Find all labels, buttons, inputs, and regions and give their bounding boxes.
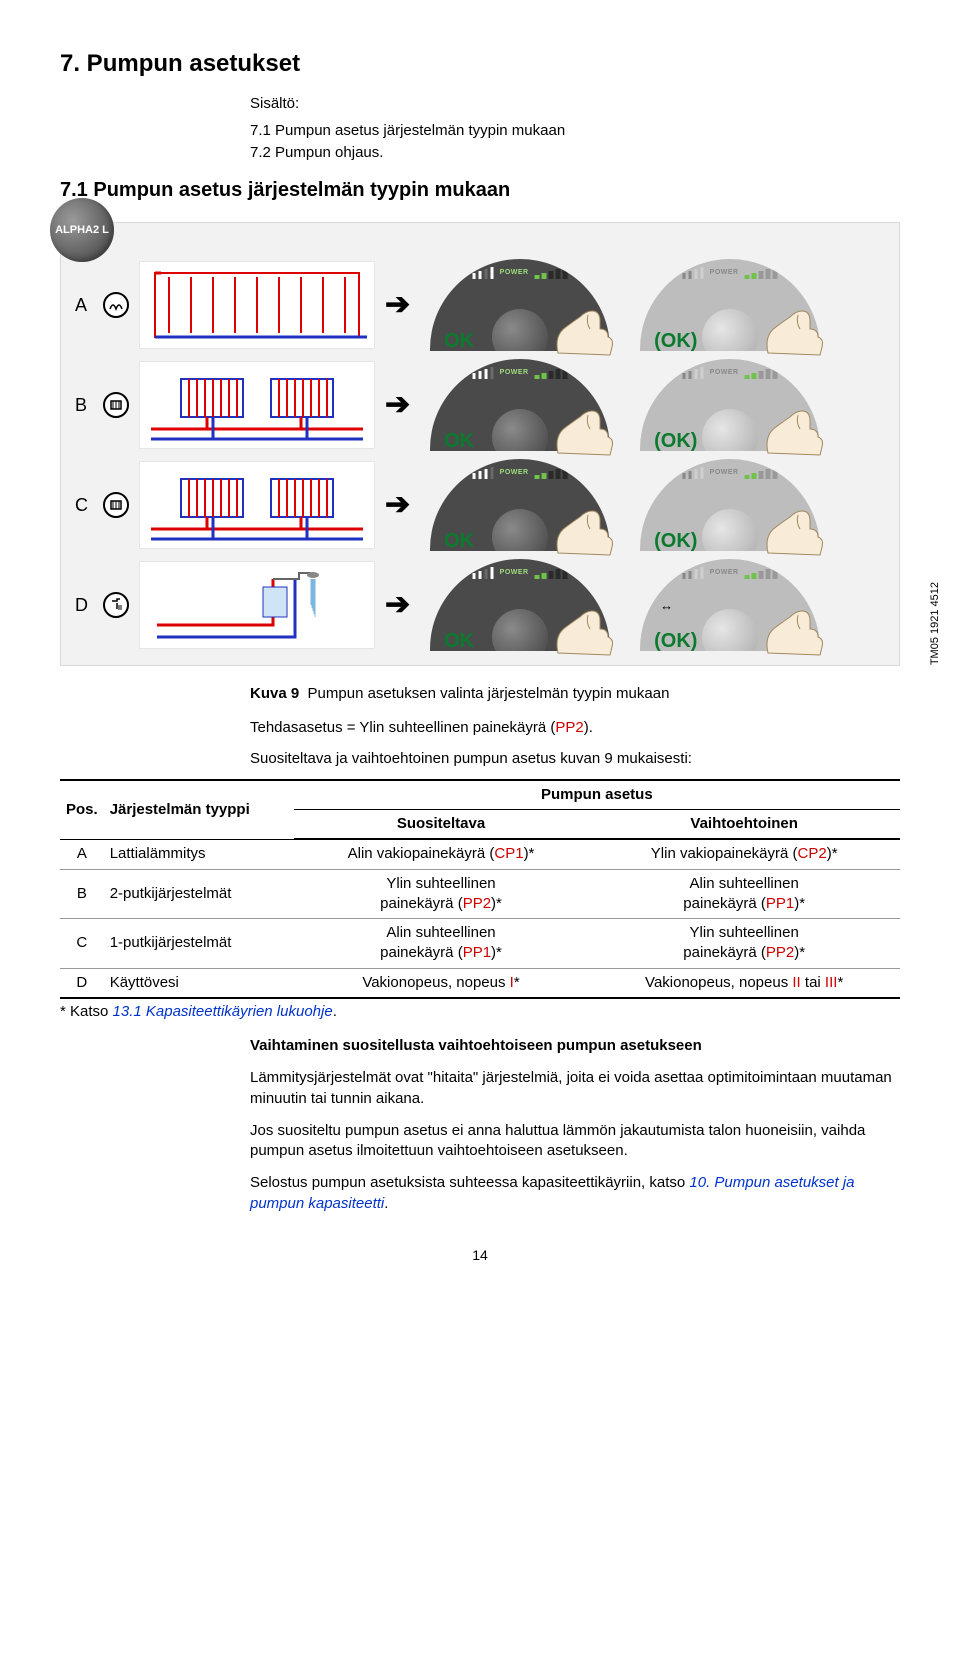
factory-setting-line: Tehdasasetus = Ylin suhteellinen painekä… bbox=[250, 718, 900, 738]
table-footnote: * Katso 13.1 Kapasiteettikäyrien lukuohj… bbox=[60, 1002, 900, 1022]
row-label: A bbox=[75, 293, 93, 317]
cell-sys: 1-putkijärjestelmät bbox=[104, 919, 294, 969]
contents-label: Sisältö: bbox=[250, 94, 900, 114]
system-schematic bbox=[139, 261, 375, 349]
ok-label: OK bbox=[444, 328, 474, 355]
recommended-line: Suositeltava ja vaihtoehtoinen pumpun as… bbox=[250, 749, 900, 769]
settings-diagram: TM05 1921 4512 A ➔ POWER OK bbox=[60, 222, 900, 666]
row-label: D bbox=[75, 593, 93, 617]
toc-item-2: 7.2 Pumpun ohjaus. bbox=[250, 143, 900, 163]
table-row: A Lattialämmitys Alin vakiopainekäyrä (C… bbox=[60, 839, 900, 869]
toc-item-1: 7.1 Pumpun asetus järjestelmän tyypin mu… bbox=[250, 121, 900, 141]
arrow-right-icon: ➔ bbox=[385, 585, 410, 626]
arrow-right-icon: ➔ bbox=[385, 485, 410, 526]
page-title: 7. Pumpun asetukset bbox=[60, 48, 900, 80]
diagram-row-b: B ➔ POWER OK bbox=[75, 359, 885, 451]
th-sys: Järjestelmän tyyppi bbox=[104, 780, 294, 840]
cell-rec: Alin vakiopainekäyrä (CP1)* bbox=[294, 839, 589, 869]
table-row: D Käyttövesi Vakionopeus, nopeus I* Vaki… bbox=[60, 968, 900, 998]
system-schematic bbox=[139, 561, 375, 649]
cell-pos: D bbox=[60, 968, 104, 998]
table-row: B 2-putkijärjestelmät Ylin suhteellinenp… bbox=[60, 869, 900, 919]
cell-alt: Ylin suhteellinenpainekäyrä (PP2)* bbox=[588, 919, 900, 969]
settings-table: Pos. Järjestelmän tyyppi Pumpun asetus S… bbox=[60, 779, 900, 999]
row-label: B bbox=[75, 393, 93, 417]
alpha-badge: ALPHA2 L bbox=[50, 198, 114, 262]
ok-alt-label: (OK) bbox=[654, 428, 697, 455]
diagram-row-d: D ➔ POWER OK bbox=[75, 559, 885, 651]
th-rec: Suositeltava bbox=[294, 810, 589, 840]
table-row: C 1-putkijärjestelmät Alin suhteellinenp… bbox=[60, 919, 900, 969]
body-p1: Lämmitysjärjestelmät ovat "hitaita" järj… bbox=[250, 1068, 900, 1109]
page-number: 14 bbox=[60, 1246, 900, 1265]
cell-alt: Alin suhteellinenpainekäyrä (PP1)* bbox=[588, 869, 900, 919]
figure-caption: Kuva 9 Pumpun asetuksen valinta järjeste… bbox=[250, 684, 900, 704]
cell-pos: B bbox=[60, 869, 104, 919]
cell-rec: Ylin suhteellinenpainekäyrä (PP2)* bbox=[294, 869, 589, 919]
section-title: 7.1 Pumpun asetus järjestelmän tyypin mu… bbox=[60, 177, 900, 204]
system-type-icon bbox=[103, 292, 129, 318]
system-schematic bbox=[139, 361, 375, 449]
system-type-icon bbox=[103, 392, 129, 418]
th-alt: Vaihtoehtoinen bbox=[588, 810, 900, 840]
cell-sys: Lattialämmitys bbox=[104, 839, 294, 869]
ok-alt-label: (OK) bbox=[654, 628, 697, 655]
body-p3: Selostus pumpun asetuksista suhteessa ka… bbox=[250, 1173, 900, 1214]
system-type-icon bbox=[103, 492, 129, 518]
arrow-right-icon: ➔ bbox=[385, 285, 410, 326]
arrow-right-icon: ➔ bbox=[385, 385, 410, 426]
tm-code: TM05 1921 4512 bbox=[928, 582, 943, 665]
ok-alt-label: (OK) bbox=[654, 328, 697, 355]
ok-alt-label: (OK) bbox=[654, 528, 697, 555]
cell-alt: Vakionopeus, nopeus II tai III* bbox=[588, 968, 900, 998]
system-schematic bbox=[139, 461, 375, 549]
cell-rec: Alin suhteellinenpainekäyrä (PP1)* bbox=[294, 919, 589, 969]
cell-pos: A bbox=[60, 839, 104, 869]
cell-pos: C bbox=[60, 919, 104, 969]
ok-label: OK bbox=[444, 528, 474, 555]
th-pos: Pos. bbox=[60, 780, 104, 840]
body-p2: Jos suositeltu pumpun asetus ei anna hal… bbox=[250, 1121, 900, 1162]
ok-label: OK bbox=[444, 628, 474, 655]
body-heading: Vaihtaminen suositellusta vaihtoehtoisee… bbox=[250, 1036, 900, 1056]
ok-label: OK bbox=[444, 428, 474, 455]
cell-sys: Käyttövesi bbox=[104, 968, 294, 998]
cell-sys: 2-putkijärjestelmät bbox=[104, 869, 294, 919]
diagram-row-c: C ➔ POWER OK bbox=[75, 459, 885, 551]
system-type-icon bbox=[103, 592, 129, 618]
row-label: C bbox=[75, 493, 93, 517]
cell-rec: Vakionopeus, nopeus I* bbox=[294, 968, 589, 998]
diagram-row-a: A ➔ POWER OK POWER bbox=[75, 259, 885, 351]
th-pump: Pumpun asetus bbox=[294, 780, 900, 810]
cell-alt: Ylin vakiopainekäyrä (CP2)* bbox=[588, 839, 900, 869]
